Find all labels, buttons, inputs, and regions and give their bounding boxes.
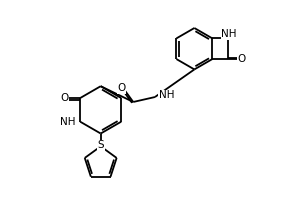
Text: NH: NH: [60, 117, 75, 127]
Text: S: S: [98, 140, 104, 150]
Text: O: O: [238, 54, 246, 64]
Text: NH: NH: [159, 90, 174, 100]
Text: NH: NH: [221, 29, 237, 39]
Text: O: O: [60, 93, 68, 103]
Text: O: O: [117, 83, 125, 93]
